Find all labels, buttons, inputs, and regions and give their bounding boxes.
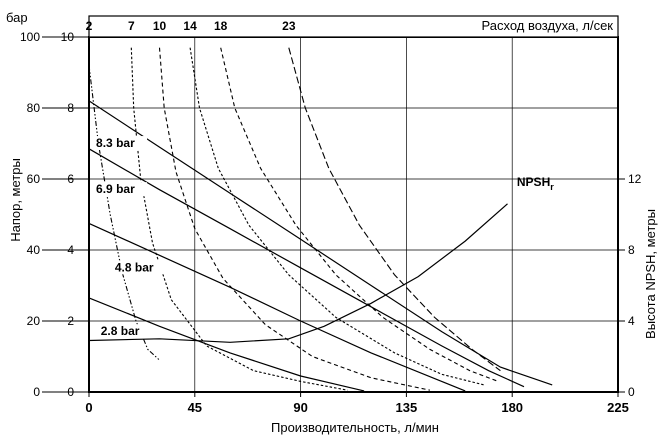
y-axis-label-right: Высота NPSH, метры	[643, 209, 658, 339]
pressure-curve-label: 6.9 bar	[96, 182, 135, 196]
y-tick-label-meters: 0	[33, 385, 40, 399]
y-axis-label-left: Напор, метры	[8, 158, 23, 242]
pressure-curve-label-bg	[94, 136, 148, 151]
air-curve-2	[88, 65, 160, 361]
npsh-curve-group: NPSHr	[88, 175, 554, 343]
y-tick-label-npsh: 4	[628, 314, 635, 328]
pressure-curve-label: 4.8 bar	[115, 260, 154, 274]
y-tick-label-meters: 100	[20, 30, 40, 44]
air-curve-14	[189, 47, 485, 386]
x-tick-label: 0	[85, 400, 92, 415]
y-tick-label-bar: 0	[67, 385, 74, 399]
pressure-unit-label: бар	[6, 10, 28, 25]
pressure-curve	[88, 148, 525, 388]
pressure-curves: 8.3 bar 6.9 bar 4.8 bar 2.8 bar	[88, 100, 553, 392]
air-curve-18	[220, 47, 499, 382]
npsh-curve	[88, 203, 508, 343]
y-tick-label-bar: 8	[67, 101, 74, 115]
air-tick-label: 7	[128, 19, 135, 33]
pressure-curve	[88, 222, 466, 392]
x-tick-label: 135	[396, 400, 418, 415]
pressure-curve	[88, 297, 365, 392]
pressure-curve-label: 8.3 bar	[96, 136, 135, 150]
pressure-curve-label-bg	[112, 260, 166, 275]
y-tick-label-meters: 80	[27, 101, 41, 115]
y-tick-label-bar: 4	[67, 243, 74, 257]
grid	[89, 37, 618, 392]
npsh-curve-label-subscript: r	[550, 182, 554, 192]
air-tick-label: 10	[153, 19, 167, 33]
air-curve-10	[158, 47, 431, 391]
air-curve-23	[288, 47, 501, 372]
plot-frame	[88, 15, 619, 393]
x-tick-label: 45	[188, 400, 202, 415]
x-tick-label: 225	[607, 400, 629, 415]
y-tick-label-meters: 20	[27, 314, 41, 328]
air-tick-label: 23	[282, 19, 296, 33]
y-tick-label-meters: 60	[27, 172, 41, 186]
x-axis-label: Производительность, л/мин	[271, 420, 439, 435]
y-tick-label-bar: 6	[67, 172, 74, 186]
npsh-curve-label: NPSHr	[517, 175, 554, 192]
y-tick-label-npsh: 12	[628, 172, 642, 186]
x-tick-label: 180	[501, 400, 523, 415]
pressure-curve-label-bg	[98, 324, 152, 339]
air-axis-box	[88, 15, 619, 38]
x-tick-label: 90	[293, 400, 307, 415]
y-tick-label-bar: 10	[61, 30, 75, 44]
pressure-curve	[88, 100, 553, 386]
y-tick-label-npsh: 8	[628, 243, 635, 257]
air-curve-7	[130, 47, 348, 391]
air-consumption-curves	[88, 47, 501, 391]
air-tick-label: 2	[86, 19, 93, 33]
air-tick-label: 14	[183, 19, 197, 33]
air-tick-label: 18	[214, 19, 228, 33]
pressure-curve-label: 2.8 bar	[101, 324, 140, 338]
pressure-curve-label-bg	[94, 182, 148, 197]
y-tick-label-meters: 40	[27, 243, 41, 257]
air-axis-label: Расход воздуха, л/сек	[482, 18, 614, 33]
y-tick-label-npsh: 0	[628, 385, 635, 399]
y-tick-label-bar: 2	[67, 314, 74, 328]
